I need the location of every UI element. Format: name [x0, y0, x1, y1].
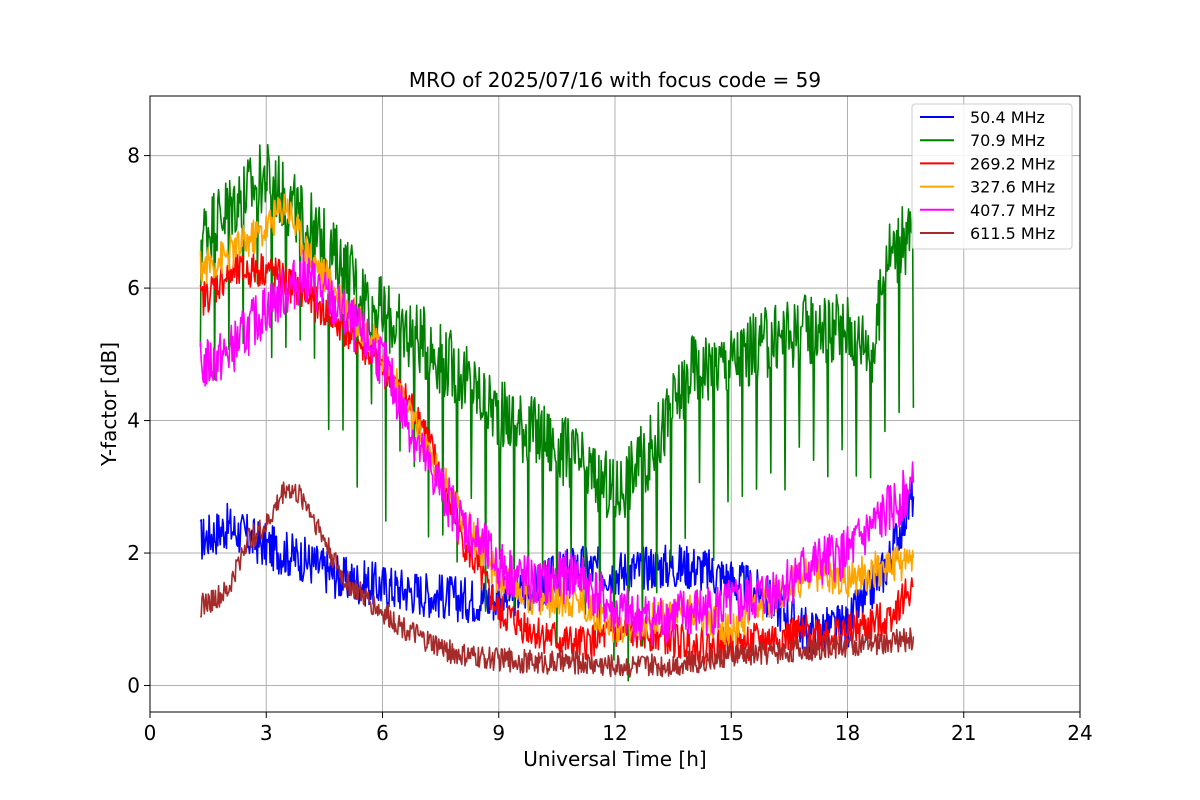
chart-title: MRO of 2025/07/16 with focus code = 59 [409, 68, 821, 92]
x-tick-label: 12 [602, 721, 627, 745]
x-tick-label: 24 [1067, 721, 1092, 745]
y-tick-label: 2 [127, 541, 140, 565]
x-tick-label: 6 [376, 721, 389, 745]
legend-label: 50.4 MHz [970, 108, 1045, 127]
y-tick-label: 4 [127, 409, 140, 433]
y-tick-label: 8 [127, 144, 140, 168]
y-axis-label: Y-factor [dB] [97, 342, 121, 467]
x-tick-label: 9 [492, 721, 505, 745]
series-line [199, 249, 915, 647]
x-tick-label: 15 [719, 721, 744, 745]
legend-label: 327.6 MHz [970, 178, 1055, 197]
x-tick-label: 18 [835, 721, 860, 745]
series-line [199, 481, 915, 678]
legend-label: 611.5 MHz [970, 224, 1055, 243]
x-axis-label: Universal Time [h] [523, 747, 706, 771]
x-tick-label: 0 [144, 721, 157, 745]
plot-series [199, 143, 915, 682]
legend: 50.4 MHz 70.9 MHz 269.2 MHz 327.6 MHz 407.7… [911, 103, 1073, 250]
y-tick-label: 0 [127, 674, 140, 698]
legend-label: 70.9 MHz [970, 131, 1045, 150]
legend-label: 407.7 MHz [970, 201, 1055, 220]
x-tick-label: 21 [951, 721, 976, 745]
legend-label: 269.2 MHz [970, 154, 1055, 173]
x-tick-label: 3 [260, 721, 273, 745]
y-tick-label: 6 [127, 276, 140, 300]
series-line [199, 253, 914, 665]
